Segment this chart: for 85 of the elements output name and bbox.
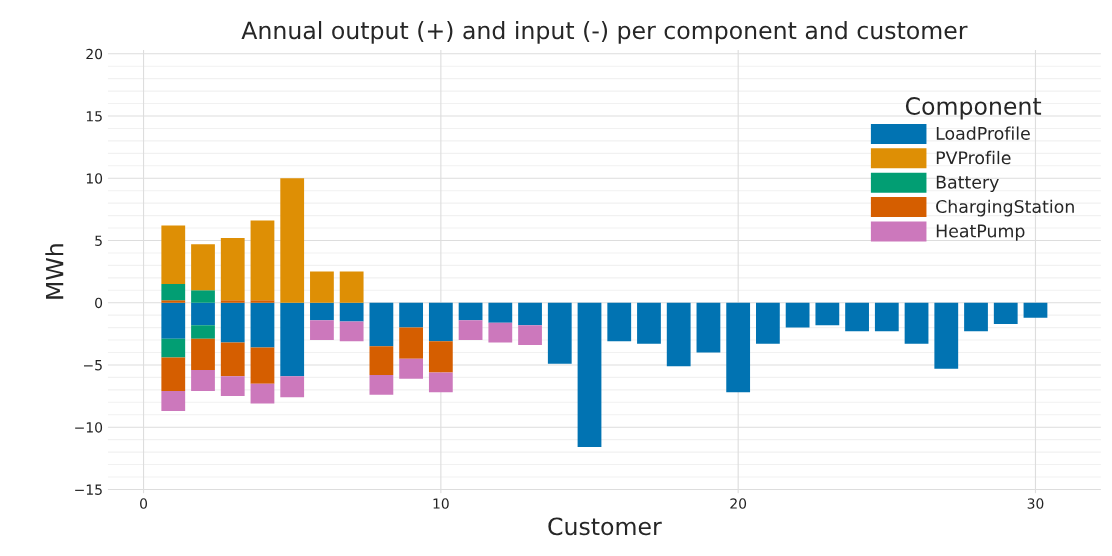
- y-tick-label: −10: [75, 422, 103, 433]
- bar: [220, 238, 245, 301]
- bar: [191, 302, 215, 326]
- bar: [696, 302, 721, 353]
- y-tick-label: 5: [95, 235, 102, 246]
- bar: [518, 302, 542, 326]
- y-tick-label: 0: [95, 297, 103, 309]
- y-tick-label: 15: [86, 111, 102, 122]
- chart-title: Annual output (+) and input (-) per component and customer: [241, 20, 968, 44]
- bar: [191, 369, 215, 392]
- bar: [220, 376, 245, 397]
- legend-title: Component: [905, 97, 1042, 120]
- x-tick-label: 30: [1027, 498, 1044, 509]
- bar: [666, 302, 691, 367]
- bar: [191, 338, 215, 370]
- bar: [1023, 302, 1048, 318]
- y-tick-label: −15: [75, 484, 102, 495]
- legend-label: HeatPump: [936, 224, 1025, 241]
- x-tick-label: 10: [433, 498, 449, 509]
- bar: [161, 391, 186, 412]
- bar: [726, 302, 751, 393]
- bar: [250, 220, 275, 301]
- bar: [220, 302, 245, 343]
- x-axis-title: Customer: [548, 517, 662, 536]
- bar: [310, 271, 334, 303]
- bar: [458, 320, 483, 341]
- bar: [220, 342, 245, 377]
- bar: [161, 284, 186, 301]
- bar: [428, 302, 453, 342]
- bar: [577, 302, 602, 448]
- bar: [964, 302, 988, 332]
- bar: [339, 321, 364, 342]
- y-tick-label: 20: [86, 48, 103, 60]
- bar: [250, 302, 275, 348]
- bar: [488, 302, 513, 323]
- bar: [785, 302, 810, 328]
- bar: [161, 357, 186, 392]
- bar: [369, 346, 394, 375]
- legend-label: Battery: [936, 175, 999, 193]
- bar: [518, 325, 542, 346]
- bar: [191, 325, 215, 339]
- bar: [191, 244, 215, 291]
- bar: [250, 347, 275, 384]
- bar: [280, 376, 305, 398]
- bar: [458, 302, 483, 321]
- bar: [488, 322, 513, 343]
- bar: [399, 327, 424, 359]
- bar: [637, 302, 661, 344]
- bar: [607, 302, 632, 342]
- bar: [339, 271, 364, 303]
- y-tick-label: −5: [84, 360, 102, 371]
- bar: [161, 302, 186, 339]
- bar: [310, 320, 334, 341]
- bar: [161, 225, 186, 285]
- bar: [191, 290, 215, 303]
- bar: [161, 338, 186, 358]
- bar: [993, 302, 1018, 324]
- bar: [161, 300, 186, 303]
- legend-label: PVProfile: [936, 150, 1011, 165]
- bar: [280, 302, 305, 377]
- bar: [815, 302, 840, 326]
- bar: [428, 341, 453, 373]
- bar: [399, 358, 424, 379]
- bar: [280, 178, 305, 303]
- bar: [310, 302, 334, 321]
- bar: [369, 302, 394, 347]
- bar: [250, 300, 275, 303]
- legend-label: ChargingStation: [936, 199, 1074, 217]
- bar: [874, 302, 899, 332]
- bar: [220, 300, 245, 303]
- bar: [428, 372, 453, 393]
- y-axis-title: MWh: [45, 244, 64, 299]
- bar: [250, 383, 275, 404]
- y-tick-label: 10: [86, 173, 103, 184]
- x-tick-label: 0: [140, 498, 148, 509]
- x-tick-label: 20: [730, 498, 747, 509]
- bar: [399, 302, 424, 328]
- bar: [547, 302, 572, 364]
- bar: [756, 302, 780, 344]
- bar: [845, 302, 869, 332]
- bar: [934, 302, 959, 369]
- bar: [904, 302, 929, 344]
- legend-label: LoadProfile: [936, 126, 1030, 140]
- bar: [369, 374, 394, 395]
- bar: [339, 302, 364, 322]
